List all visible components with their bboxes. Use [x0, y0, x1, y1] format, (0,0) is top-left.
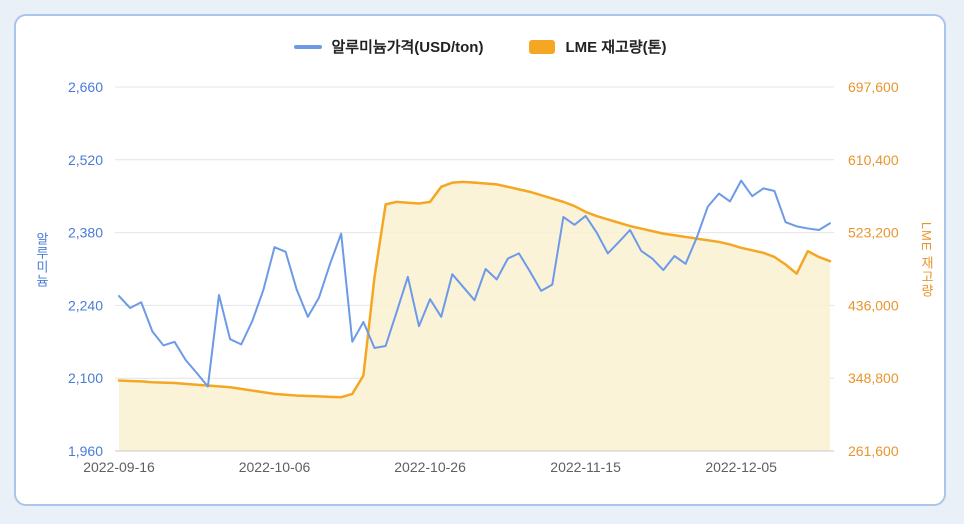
legend-item-lme[interactable]: LME 재고량(톤) [529, 36, 666, 57]
x-tick-label: 2022-10-06 [239, 459, 311, 475]
x-tick-label: 2022-11-15 [550, 459, 621, 475]
x-tick-label: 2022-09-16 [83, 459, 155, 475]
left-tick-label: 2,100 [68, 370, 103, 386]
lme-line [117, 180, 832, 399]
chart-card: 알루미늄가격(USD/ton) LME 재고량(톤) 알루미늄 LME 재고량 … [14, 14, 946, 506]
right-tick-label: 261,600 [848, 443, 899, 459]
chart-legend: 알루미늄가격(USD/ton) LME 재고량(톤) [16, 36, 944, 57]
right-tick-label: 697,600 [848, 79, 899, 95]
legend-label-lme: LME 재고량(톤) [565, 39, 667, 56]
right-tick-label: 523,200 [848, 225, 899, 241]
right-tick-label: 348,800 [848, 370, 899, 386]
right-axis-title: LME 재고량 [919, 221, 934, 299]
right-tick-label: 436,000 [848, 297, 899, 313]
left-tick-label: 2,660 [68, 79, 103, 95]
left-axis-title: 알루미늄 [34, 232, 49, 288]
right-tick-label: 610,400 [848, 152, 899, 168]
lme-area-swatch [529, 39, 556, 54]
chart-svg[interactable]: 1,960 2,100 2,240 2,380 2,520 2,660 261,600 348… [16, 16, 944, 504]
aluminum-line [118, 179, 831, 388]
x-tick-label: 2022-12-05 [705, 459, 777, 475]
legend-label-aluminum: 알루미늄가격(USD/ton) [331, 39, 484, 56]
left-tick-label: 1,960 [68, 443, 103, 459]
left-tick-label: 2,520 [68, 152, 103, 168]
aluminum-line-swatch [293, 44, 322, 49]
left-tick-label: 2,380 [68, 225, 103, 241]
legend-item-aluminum[interactable]: 알루미늄가격(USD/ton) [293, 36, 484, 57]
left-tick-label: 2,240 [68, 297, 103, 313]
lme-area [119, 181, 830, 451]
x-tick-label: 2022-10-26 [394, 459, 466, 475]
